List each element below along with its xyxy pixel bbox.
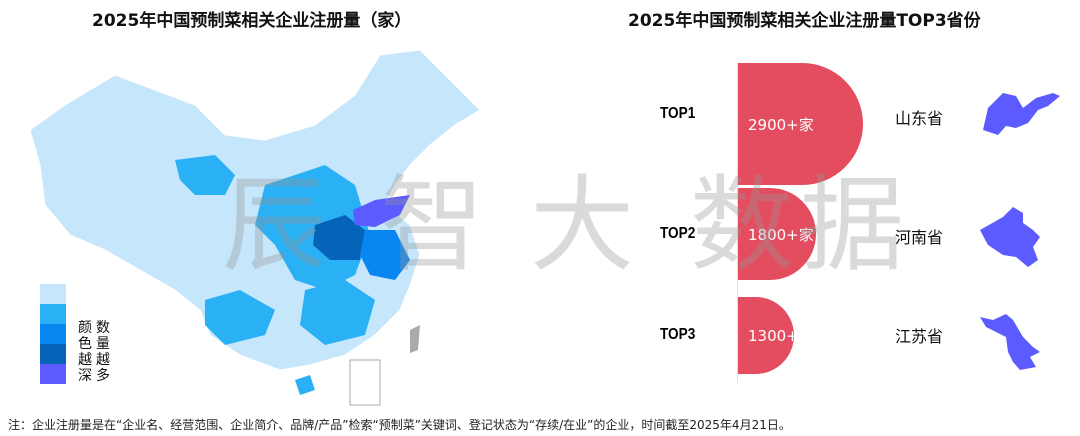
province-label: 江苏省 [895, 327, 944, 346]
region-jiangsu-anhui [360, 230, 410, 280]
legend-char: 数 [96, 320, 110, 336]
rank-label: TOP1 [660, 105, 696, 122]
legend-swatch-1 [40, 284, 66, 304]
henan-shape-icon [980, 207, 1040, 267]
china-map [29, 49, 481, 406]
bar-top2: 1800+家 [738, 188, 816, 280]
south-china-sea-inset [349, 359, 381, 406]
region-henan [313, 215, 365, 260]
legend-swatch-5 [40, 364, 66, 384]
shandong-shape-icon [983, 93, 1060, 135]
watermark-char: 数 [690, 164, 795, 286]
legend-char: 色 [78, 336, 92, 352]
ranking-title: 2025年中国预制菜相关企业注册量TOP3省份 [628, 11, 981, 31]
province-label: 山东省 [895, 109, 944, 128]
rank-label: TOP2 [660, 225, 696, 242]
legend-swatch-2 [40, 304, 66, 324]
bar-top3: 1300+家 [738, 297, 814, 374]
region-shandong [353, 195, 410, 227]
jiangsu-shape-icon [980, 314, 1040, 370]
region-south [205, 290, 275, 345]
legend-char: 颜 [78, 320, 92, 336]
region-hainan [295, 375, 315, 395]
legend-swatch-3 [40, 324, 66, 344]
map-title: 2025年中国预制菜相关企业注册量（家） [92, 11, 412, 31]
region-guangdong [300, 280, 375, 345]
legend-char: 量 [96, 336, 110, 352]
watermark-char: 辰 [222, 164, 327, 286]
bar-label: 1300+家 [748, 327, 814, 345]
watermark-char: 据 [800, 164, 905, 286]
legend-char: 深 [78, 368, 92, 384]
legend-char: 越 [78, 352, 92, 368]
rank-label: TOP3 [660, 326, 696, 343]
watermark-char: 智 [380, 164, 485, 286]
legend-char: 越 [96, 352, 110, 368]
legend-text-col1: 颜 色 越 深 [78, 320, 92, 384]
bar-top1: 2900+家 [738, 63, 863, 185]
province-label: 河南省 [895, 228, 944, 247]
region-xinjiang-tibet-mid [175, 155, 235, 195]
watermark-char: 大 [530, 164, 635, 286]
bar-label: 2900+家 [748, 115, 814, 134]
bar-label: 1800+家 [748, 225, 814, 244]
footnote: 注：企业注册量是在“企业名、经营范围、企业简介、品牌/产品”检索“预制菜”关键词… [8, 418, 791, 432]
legend-text-col2: 数 量 越 多 [96, 320, 110, 384]
legend-char: 多 [96, 368, 110, 384]
bar-axis-line [737, 63, 738, 383]
region-taiwan [410, 325, 420, 353]
legend-swatch-4 [40, 344, 66, 364]
